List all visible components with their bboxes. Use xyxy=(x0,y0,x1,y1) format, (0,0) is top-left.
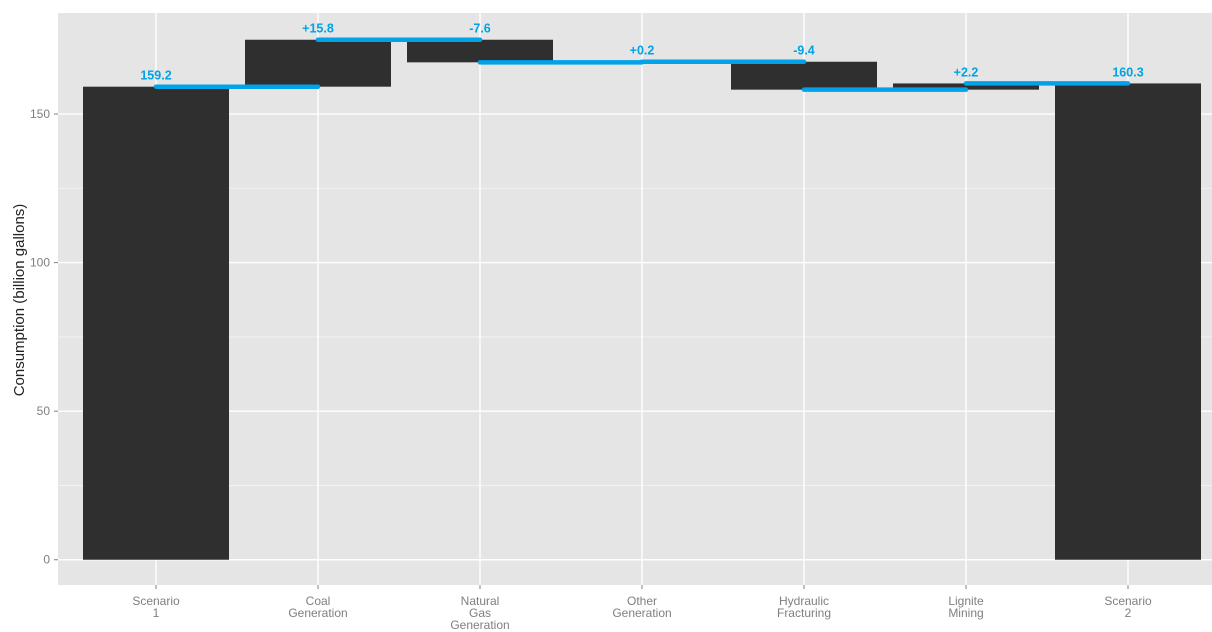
value-label: +2.2 xyxy=(954,65,979,79)
waterfall-bar xyxy=(83,86,229,560)
x-tick-label: Scenario 1 xyxy=(132,594,180,620)
x-tick-label: Scenario 2 xyxy=(1104,594,1152,620)
x-tick-label-line: Coal xyxy=(306,594,331,608)
y-tick-label: 150 xyxy=(30,107,50,121)
panel-background xyxy=(58,13,1212,585)
x-tick-label: Natural Gas Generation xyxy=(450,594,509,632)
value-label: 160.3 xyxy=(1112,65,1143,79)
x-tick-label-line: Scenario xyxy=(132,594,180,608)
waterfall-bar xyxy=(731,61,877,90)
x-tick-label-line: Generation xyxy=(288,606,347,620)
x-tick-label: Coal Generation xyxy=(288,594,347,620)
x-tick-label-line: Mining xyxy=(948,606,983,620)
x-tick-label-line: Gas xyxy=(469,606,491,620)
x-tick-label: Lignite Mining xyxy=(948,594,984,620)
y-axis-title: Consumption (billion gallons) xyxy=(11,204,28,397)
value-labels: 159.2 +15.8 -7.6 +0.2 -9.4 +2.2 160.3 xyxy=(140,22,1143,83)
waterfall-bar xyxy=(245,39,391,87)
value-label: +15.8 xyxy=(302,22,334,36)
waterfall-bar xyxy=(407,39,553,63)
x-tick-label-line: Generation xyxy=(450,618,509,632)
connector-lines xyxy=(153,37,1131,92)
y-tick-label: 50 xyxy=(37,404,51,418)
x-tick-label-line: Other xyxy=(627,594,657,608)
x-tick-label-line: Scenario xyxy=(1104,594,1152,608)
value-label: +0.2 xyxy=(630,44,655,58)
x-tick-label-line: Lignite xyxy=(948,594,984,608)
x-tick-label-line: 2 xyxy=(1125,606,1132,620)
plot-panel xyxy=(58,13,1212,585)
x-tick-label-line: Hydraulic xyxy=(779,594,829,608)
x-tick-label-line: Generation xyxy=(612,606,671,620)
y-tick-label: 0 xyxy=(43,553,50,567)
value-label: -9.4 xyxy=(793,44,815,58)
bars xyxy=(83,39,1201,560)
waterfall-bar xyxy=(1055,83,1201,560)
x-tick-label: Other Generation xyxy=(612,594,671,620)
x-tick-label-line: Natural xyxy=(461,594,500,608)
value-label: 159.2 xyxy=(140,69,171,83)
x-tick-label-line: Fracturing xyxy=(777,606,831,620)
x-tick-label-line: 1 xyxy=(153,606,160,620)
waterfall-bar xyxy=(893,83,1039,90)
y-tick-label: 100 xyxy=(30,256,50,270)
x-tick-label: Hydraulic Fracturing xyxy=(777,594,831,620)
value-label: -7.6 xyxy=(469,22,491,36)
